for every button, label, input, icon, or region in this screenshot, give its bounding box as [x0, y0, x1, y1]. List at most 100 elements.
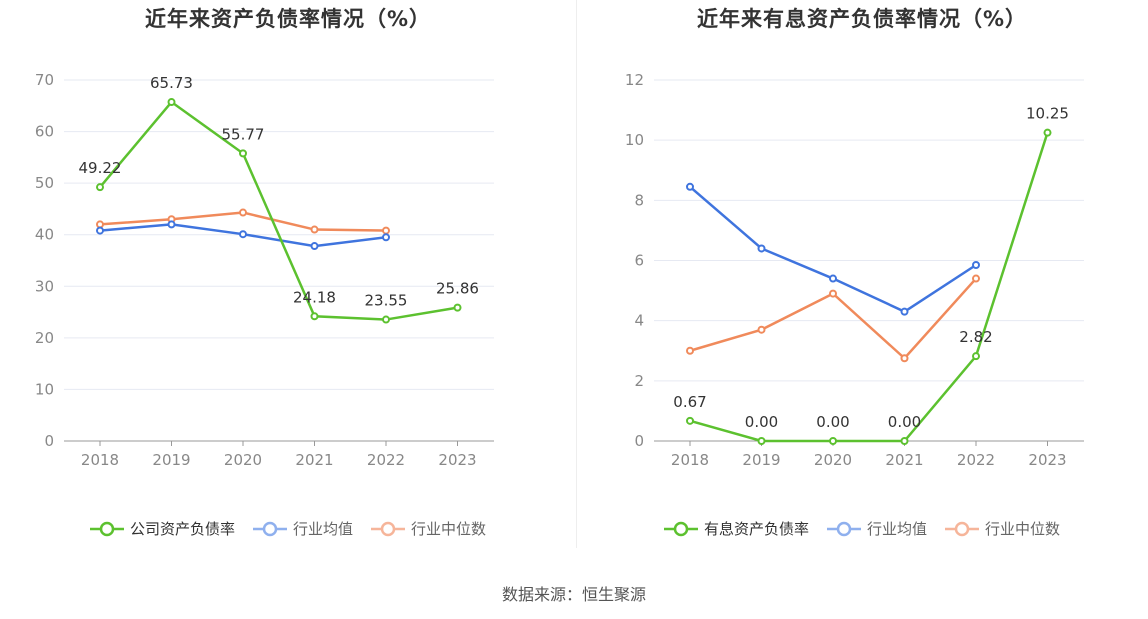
- legend-label: 公司资产负债率: [129, 520, 235, 538]
- data-source-note: 数据来源：恒生聚源: [501, 585, 646, 604]
- right-chart-title: 近年来有息资产负债率情况（%）: [696, 7, 1028, 31]
- y-tick-label: 2: [634, 372, 644, 390]
- data-label: 25.86: [436, 280, 479, 298]
- data-point[interactable]: [972, 261, 980, 270]
- y-tick-label: 20: [35, 329, 54, 347]
- x-tick-label: 2020: [814, 451, 852, 469]
- data-label: 2.82: [959, 328, 992, 346]
- data-point[interactable]: [900, 437, 909, 445]
- x-tick-label: 2023: [1028, 451, 1066, 469]
- data-label: 0.67: [673, 393, 706, 411]
- data-point[interactable]: [757, 437, 766, 445]
- panel-divider: [576, 0, 577, 548]
- data-label: 0.00: [745, 413, 778, 431]
- legend-swatch-icon: [252, 521, 287, 536]
- data-point[interactable]: [972, 352, 980, 361]
- legend-swatch-icon: [945, 521, 979, 536]
- right-chart-legend: 有息资产负债率 行业均值 行业中位数: [576, 518, 1148, 539]
- legend-swatch-icon: [826, 521, 861, 536]
- series-line-0: [689, 132, 1049, 443]
- data-label: 23.55: [365, 292, 408, 310]
- x-tick-label: 2018: [671, 451, 709, 469]
- y-tick-label: 10: [35, 380, 54, 398]
- data-label: 65.73: [150, 74, 193, 92]
- data-point[interactable]: [972, 274, 980, 283]
- left-line-chart: 0 10 20 30 40 50 60 70 2018 2019 2020 2021 2022 2023 4…: [35, 71, 494, 469]
- legend-swatch-icon: [89, 521, 124, 536]
- legend-label: 行业均值: [866, 520, 927, 538]
- legend-item[interactable]: 行业中位数: [945, 518, 1060, 539]
- data-point[interactable]: [310, 312, 319, 321]
- left-chart-panel: 近年来资产负债率情况（%） 0 10 20 30 40 50 60 70 2018 2019 202…: [0, 0, 576, 560]
- data-point[interactable]: [829, 289, 837, 298]
- legend-item[interactable]: 行业中位数: [371, 518, 486, 539]
- legend-swatch-icon: [663, 521, 698, 536]
- data-point[interactable]: [96, 226, 104, 235]
- y-tick-label: 6: [634, 252, 644, 270]
- data-point[interactable]: [1043, 128, 1052, 137]
- data-point[interactable]: [96, 183, 104, 192]
- y-tick-label: 0: [44, 432, 54, 450]
- data-point[interactable]: [757, 244, 766, 253]
- data-point[interactable]: [382, 233, 390, 242]
- left-chart-title: 近年来资产负债率情况（%）: [144, 7, 432, 31]
- right-line-chart: 0 2 4 6 8 10 12 2018 2019 2020 2021 2022 2023 0.67 0.0…: [625, 71, 1084, 469]
- y-tick-label: 4: [634, 312, 644, 330]
- data-point[interactable]: [382, 315, 390, 324]
- data-point[interactable]: [829, 437, 837, 445]
- data-point[interactable]: [829, 274, 837, 283]
- data-label: 49.22: [79, 159, 122, 177]
- x-tick-label: 2020: [224, 451, 262, 469]
- data-point[interactable]: [900, 307, 909, 316]
- y-tick-label: 60: [35, 123, 54, 141]
- legend-item[interactable]: 有息资产负债率: [663, 518, 809, 539]
- data-point[interactable]: [310, 225, 319, 234]
- x-tick-label: 2018: [81, 451, 119, 469]
- data-label: 24.18: [293, 288, 336, 306]
- data-point[interactable]: [239, 208, 247, 217]
- data-point[interactable]: [900, 354, 909, 363]
- data-point[interactable]: [167, 220, 176, 229]
- y-tick-label: 30: [35, 277, 54, 295]
- legend-item[interactable]: 行业均值: [826, 518, 927, 539]
- legend-label: 行业中位数: [985, 520, 1061, 538]
- data-label: 55.77: [222, 125, 265, 143]
- data-point[interactable]: [686, 416, 694, 425]
- legend-item[interactable]: 行业均值: [252, 518, 353, 539]
- y-tick-label: 70: [35, 71, 54, 89]
- y-tick-label: 10: [625, 131, 644, 149]
- y-tick-label: 0: [634, 432, 644, 450]
- legend-label: 有息资产负债率: [703, 520, 809, 538]
- x-tick-label: 2022: [367, 451, 405, 469]
- x-tick-label: 2023: [438, 451, 476, 469]
- right-chart-panel: 近年来有息资产负债率情况（%） 0 2 4 6 8 10 12 2018 2019 2020 202…: [576, 0, 1148, 560]
- data-point[interactable]: [310, 242, 319, 251]
- legend-label: 行业均值: [292, 520, 353, 538]
- data-label: 0.00: [816, 413, 849, 431]
- data-point[interactable]: [239, 149, 247, 158]
- data-point[interactable]: [686, 346, 694, 355]
- y-tick-label: 8: [634, 191, 644, 209]
- legend-swatch-icon: [371, 521, 405, 536]
- x-tick-label: 2019: [152, 451, 190, 469]
- y-tick-label: 40: [35, 226, 54, 244]
- left-chart-legend: 公司资产负债率 行业均值 行业中位数: [0, 518, 576, 539]
- x-tick-label: 2022: [957, 451, 995, 469]
- y-tick-label: 12: [625, 71, 644, 89]
- data-point[interactable]: [96, 220, 104, 229]
- x-tick-label: 2021: [885, 451, 923, 469]
- data-point[interactable]: [239, 230, 247, 239]
- data-point[interactable]: [167, 98, 176, 107]
- series-line-0: [99, 100, 458, 321]
- data-point[interactable]: [757, 325, 766, 334]
- x-tick-label: 2019: [742, 451, 780, 469]
- y-tick-label: 50: [35, 174, 54, 192]
- x-tick-label: 2021: [295, 451, 333, 469]
- data-label: 10.25: [1026, 105, 1069, 123]
- data-point[interactable]: [453, 303, 462, 312]
- legend-label: 行业中位数: [411, 520, 487, 538]
- data-point[interactable]: [686, 182, 694, 191]
- data-point[interactable]: [382, 226, 390, 235]
- legend-item[interactable]: 公司资产负债率: [89, 518, 235, 539]
